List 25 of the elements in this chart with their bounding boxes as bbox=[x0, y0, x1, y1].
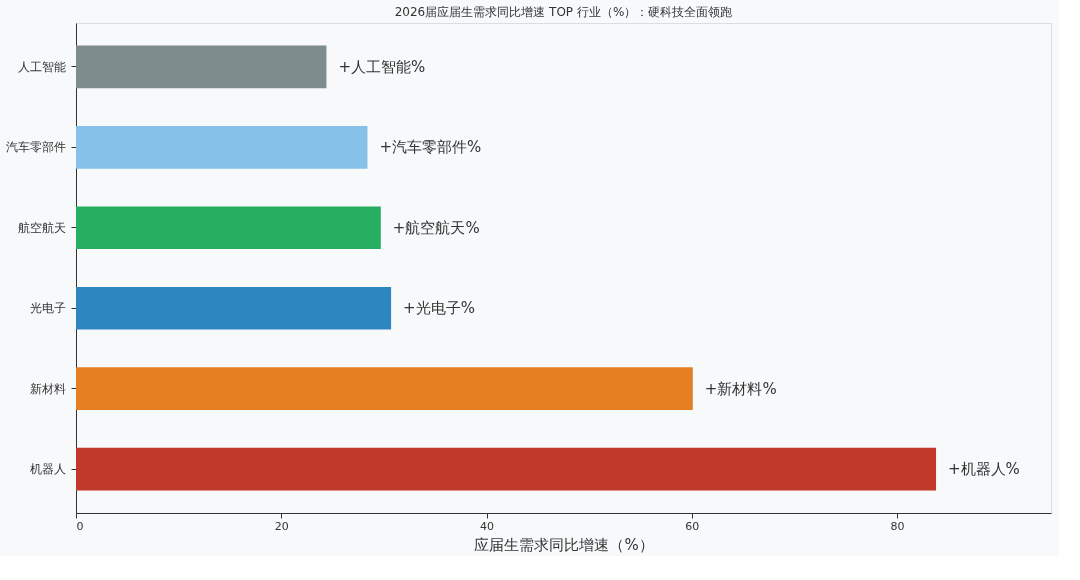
y-tick-label: 新材料 bbox=[29, 381, 66, 396]
x-axis-title: 应届生需求同比增速（%） bbox=[474, 535, 654, 554]
data-label: +航空航天% bbox=[392, 218, 480, 237]
bar bbox=[76, 45, 327, 89]
bar bbox=[76, 367, 693, 411]
bar bbox=[76, 206, 381, 250]
data-label: +人工智能% bbox=[338, 57, 426, 76]
data-label: +汽车零部件% bbox=[379, 138, 482, 157]
bar bbox=[76, 125, 368, 169]
y-tick-label: 汽车零部件 bbox=[5, 140, 66, 155]
x-tick-label: 0 bbox=[76, 519, 84, 533]
data-label: +光电子% bbox=[403, 299, 475, 318]
x-tick-label: 20 bbox=[274, 519, 289, 533]
chart-title: 2026届应届生需求同比增速 TOP 行业（%）：硬科技全面领跑 bbox=[394, 5, 733, 19]
x-tick-label: 80 bbox=[890, 519, 905, 533]
y-tick-label: 光电子 bbox=[29, 301, 66, 316]
x-tick-label: 60 bbox=[685, 519, 700, 533]
data-label: +机器人% bbox=[948, 460, 1020, 479]
y-tick-label: 航空航天 bbox=[17, 220, 66, 235]
y-tick-label: 机器人 bbox=[29, 462, 66, 477]
bar bbox=[76, 286, 392, 330]
x-tick-label: 40 bbox=[480, 519, 495, 533]
data-label: +新材料% bbox=[704, 379, 777, 398]
bar bbox=[76, 447, 937, 491]
y-tick-label: 人工智能 bbox=[17, 59, 66, 74]
